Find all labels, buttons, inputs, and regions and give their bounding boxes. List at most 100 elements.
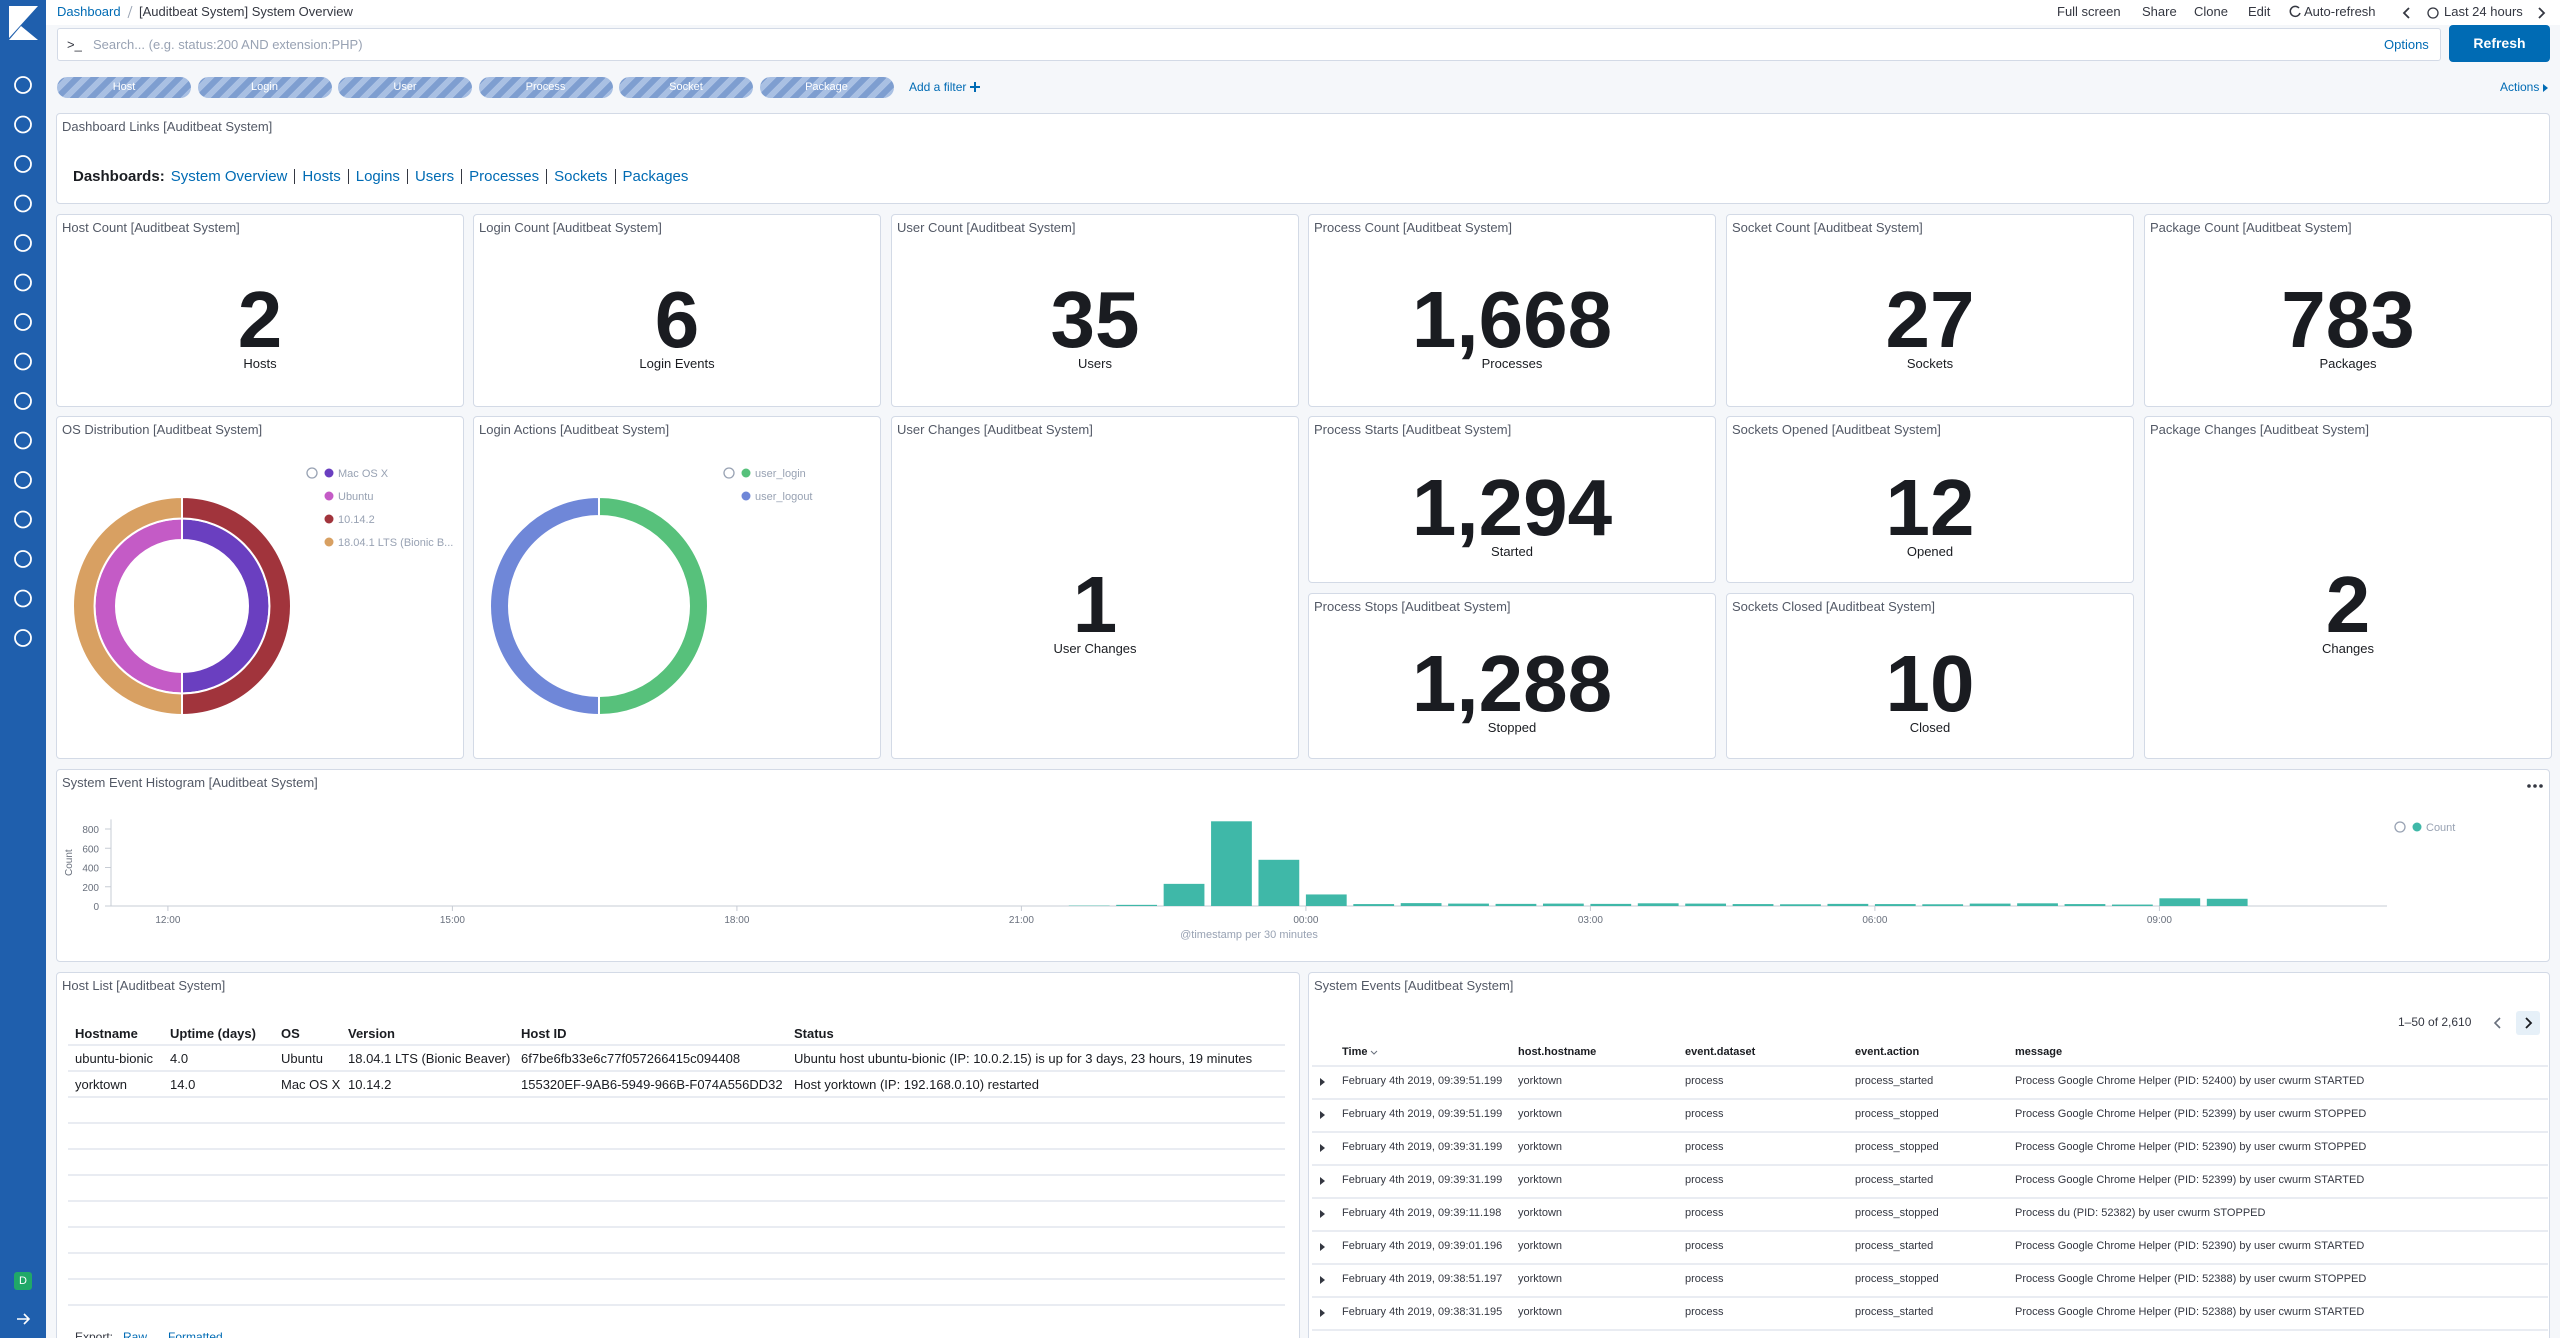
filter-pill[interactable]: Package <box>759 77 894 98</box>
table-cell: 4.0 <box>170 1051 189 1066</box>
breadcrumb-link[interactable]: Dashboard <box>57 4 121 19</box>
metric-value: 2 <box>237 275 283 365</box>
column-header[interactable]: Status <box>794 1026 834 1041</box>
dashboard-link[interactable]: Sockets <box>554 168 608 185</box>
metric-panel <box>473 214 881 407</box>
panel-title: Host Count [Auditbeat System] <box>62 220 240 235</box>
column-header[interactable]: host.hostname <box>1518 1046 1597 1058</box>
table-cell: process <box>1685 1174 1724 1186</box>
table-cell: yorktown <box>1518 1174 1563 1186</box>
menu-item[interactable]: Share <box>2142 4 2177 19</box>
panel-title: Login Actions [Auditbeat System] <box>479 422 670 437</box>
link-separator <box>294 169 296 184</box>
histogram-bar <box>1827 903 1869 906</box>
legend-toggle <box>2394 821 2406 833</box>
menu-item[interactable]: Clone <box>2194 4 2228 19</box>
actions-link[interactable]: Actions <box>2500 80 2540 94</box>
dashboard-link[interactable]: Logins <box>355 168 400 185</box>
menu-item[interactable]: Edit <box>2248 4 2271 19</box>
legend-label: user_login <box>755 468 806 480</box>
filter-pill[interactable]: Host <box>57 77 191 98</box>
table-cell: 6f7be6fb33e6c77f057266415c094408 <box>521 1051 741 1066</box>
dashboard-link[interactable]: Users <box>414 168 455 185</box>
filter-pill[interactable]: Process <box>478 77 613 98</box>
expand-toggle <box>1320 1309 1325 1317</box>
column-header[interactable]: event.action <box>1855 1046 1920 1058</box>
metric-label: Opened <box>1906 543 1954 559</box>
add-filter[interactable]: Add a filter <box>909 80 967 94</box>
table-cell: February 4th 2019, 09:38:51.197 <box>1342 1273 1503 1285</box>
table-cell: process_stopped <box>1855 1207 1939 1219</box>
column-header[interactable]: event.dataset <box>1685 1046 1756 1058</box>
x-tick-label: 21:00 <box>1009 915 1034 926</box>
user-avatar[interactable]: D <box>14 1272 32 1290</box>
legend-swatch <box>324 537 334 547</box>
pagination-arrows <box>2493 1011 2540 1035</box>
column-header[interactable]: Hostname <box>75 1026 138 1041</box>
x-tick-label: 18:00 <box>724 915 749 926</box>
legend-label: Ubuntu <box>338 491 373 503</box>
expand-toggle <box>1320 1078 1325 1086</box>
dashboard-link[interactable]: Hosts <box>302 168 341 185</box>
caret <box>2543 84 2548 92</box>
refresh-button[interactable]: Refresh <box>2449 25 2550 62</box>
nav-icon <box>14 510 32 529</box>
table-panel <box>56 972 1300 1338</box>
column-header[interactable]: Version <box>348 1026 395 1041</box>
metric-label: Users <box>1078 356 1112 372</box>
column-header[interactable]: OS <box>281 1026 300 1041</box>
donut-chart: user_login user_logout <box>489 467 813 717</box>
nav-icon <box>14 234 32 252</box>
x-tick-label: 06:00 <box>1862 915 1887 926</box>
export-option[interactable]: Raw <box>123 1330 148 1338</box>
metric-label: Processes <box>1481 356 1543 372</box>
export-option[interactable]: Formatted <box>168 1330 223 1338</box>
separator <box>127 5 133 19</box>
panel-menu-dot <box>2539 784 2543 788</box>
legend-label: Count <box>2426 822 2455 834</box>
table-cell: 10.14.2 <box>348 1077 392 1092</box>
table-cell: yorktown <box>1518 1141 1563 1153</box>
menu-item[interactable]: Full screen <box>2057 4 2121 19</box>
dashboard-link[interactable]: Packages <box>622 168 689 185</box>
table-cell: process_started <box>1855 1306 1934 1318</box>
nav-icon <box>14 629 32 647</box>
time-range[interactable]: Last 24 hours <box>2444 4 2523 19</box>
table-cell: process_stopped <box>1855 1108 1939 1120</box>
prev-arrow <box>2402 7 2410 19</box>
table-cell: Process Google Chrome Helper (PID: 52399… <box>2015 1174 2365 1186</box>
dashboard-link[interactable]: Processes <box>469 168 540 185</box>
column-header[interactable]: Uptime (days) <box>170 1026 256 1041</box>
chart-panel <box>473 416 881 759</box>
histogram-bar <box>1258 859 1300 906</box>
panel-menu-dot <box>2533 784 2537 788</box>
column-header[interactable]: Time <box>1342 1046 1368 1058</box>
table-cell: Mac OS X <box>281 1077 341 1092</box>
histogram-bar <box>1353 904 1395 906</box>
nav-icon <box>14 471 32 489</box>
sidebar <box>0 0 46 1338</box>
table-cell: Process Google Chrome Helper (PID: 52388… <box>2015 1273 2367 1285</box>
column-header[interactable]: message <box>2015 1046 2063 1058</box>
nav-icon <box>14 589 32 608</box>
histogram-bar <box>1590 903 1632 906</box>
dashboard-link[interactable]: System Overview <box>170 168 288 185</box>
menu-item[interactable]: Auto-refresh <box>2304 4 2376 19</box>
y-tick-label: 200 <box>82 883 99 894</box>
filter-pill[interactable]: User <box>338 77 472 98</box>
metric-panel <box>1726 593 2134 759</box>
filter-pill[interactable]: Socket <box>619 77 753 98</box>
table-cell: February 4th 2019, 09:39:11.198 <box>1342 1207 1502 1219</box>
next-arrow <box>2538 7 2546 19</box>
nav-icon <box>14 352 32 371</box>
column-header[interactable]: Host ID <box>521 1026 567 1041</box>
metric-label: Login Events <box>639 356 715 372</box>
refresh-icon <box>2289 5 2301 18</box>
filter-pill[interactable]: Login <box>197 77 332 98</box>
panel-title: Process Starts [Auditbeat System] <box>1314 422 1512 437</box>
options-link[interactable]: Options <box>2384 37 2429 52</box>
nav-icon <box>14 155 32 173</box>
search-bar[interactable] <box>57 28 2441 61</box>
